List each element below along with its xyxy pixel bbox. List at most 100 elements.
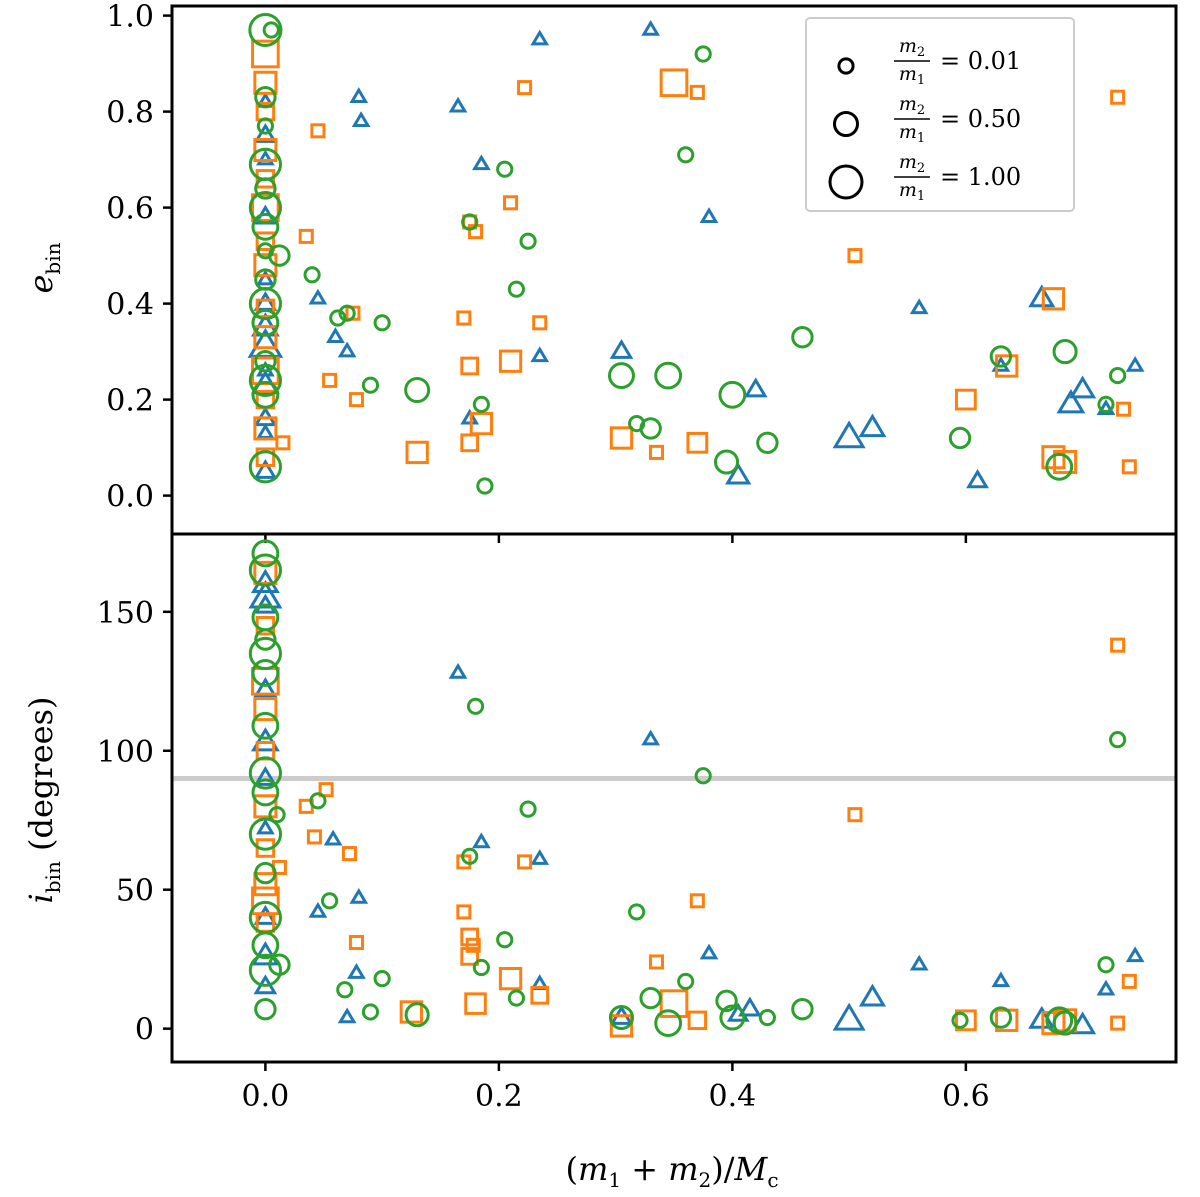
data-point-triangle-13 <box>347 963 366 979</box>
data-point-triangle-1 <box>248 579 283 609</box>
data-point-circle-31 <box>639 417 662 440</box>
series-triangle <box>248 568 1145 1035</box>
data-point-triangle-5 <box>253 765 278 786</box>
plot-area <box>172 539 1176 1038</box>
data-point-circle-3 <box>256 117 274 135</box>
series-square <box>251 39 1137 475</box>
y-axis-label-bottom: ibin (degrees) <box>22 697 65 904</box>
data-point-circle-23 <box>461 847 479 865</box>
data-point-square-38 <box>1110 1015 1126 1031</box>
y-tick-label: 0.0 <box>106 480 154 515</box>
data-point-triangle-26 <box>909 954 929 971</box>
data-point-circle-10 <box>248 287 282 321</box>
data-point-triangle-10 <box>308 901 328 918</box>
data-point-circle-12 <box>254 350 277 373</box>
data-point-circle-17 <box>303 266 321 284</box>
data-point-circle-0 <box>248 12 283 48</box>
data-point-circle-37 <box>758 1008 776 1027</box>
data-point-triangle-16 <box>472 832 491 849</box>
data-point-triangle-11 <box>256 423 275 439</box>
data-point-circle-35 <box>715 989 738 1013</box>
data-point-circle-25 <box>476 477 494 495</box>
data-point-triangle-17 <box>351 111 371 127</box>
data-point-square-41 <box>1053 449 1078 475</box>
data-point-triangle-30 <box>1096 979 1116 996</box>
data-point-triangle-17 <box>530 849 550 865</box>
data-point-circle-15 <box>248 450 282 484</box>
y-axis-label-top: ebin <box>22 242 65 293</box>
series-triangle <box>247 19 1145 489</box>
svg-text:ebin: ebin <box>22 242 65 293</box>
data-point-square-30 <box>532 315 548 331</box>
legend-value: = 0.01 <box>940 47 1021 75</box>
data-point-triangle-28 <box>832 420 866 449</box>
data-point-triangle-34 <box>1056 389 1086 414</box>
data-point-square-8 <box>255 298 276 319</box>
legend-fraction-denominator: m1 <box>899 179 925 204</box>
data-point-square-42 <box>1110 89 1126 105</box>
data-point-circle-44 <box>1109 731 1127 749</box>
data-point-circle-4 <box>248 636 282 671</box>
data-point-square-30 <box>687 1010 708 1031</box>
data-point-circle-20 <box>361 1003 380 1021</box>
legend-marker <box>833 111 859 137</box>
data-point-circle-14 <box>251 380 280 409</box>
data-point-circle-43 <box>1097 956 1115 974</box>
data-point-circle-29 <box>608 362 635 390</box>
data-point-square-3 <box>253 137 278 163</box>
data-point-circle-36 <box>718 380 747 409</box>
data-point-triangle-6 <box>256 818 275 835</box>
data-point-square-0 <box>253 560 278 585</box>
data-point-circle-39 <box>948 426 972 450</box>
data-point-square-34 <box>689 84 705 100</box>
data-point-circle-24 <box>466 697 485 715</box>
data-point-triangle-5 <box>253 290 278 311</box>
y-tick-label: 0.2 <box>106 384 154 419</box>
data-point-circle-12 <box>251 931 280 960</box>
y-tick-label: 50 <box>116 874 154 909</box>
data-point-square-18 <box>456 904 472 920</box>
data-point-triangle-14 <box>349 888 369 904</box>
data-point-circle-9 <box>248 817 282 851</box>
data-point-circle-40 <box>989 1006 1013 1029</box>
eccentricity-panel: 0.0 0.2 0.4 0.6 0.8 1.0 <box>106 0 1178 543</box>
data-point-square-0 <box>251 39 280 69</box>
data-point-triangle-23 <box>609 338 634 359</box>
data-point-circle-15 <box>268 806 286 824</box>
data-point-square-5 <box>251 193 280 222</box>
y-tick-label: 0.8 <box>106 96 154 131</box>
data-point-square-26 <box>469 411 494 436</box>
data-point-square-14 <box>341 846 357 862</box>
data-point-square-27 <box>503 195 519 211</box>
svg-text:(m1 + m2)/Mc: (m1 + m2)/Mc <box>565 1150 778 1192</box>
data-point-triangle-18 <box>448 96 468 113</box>
x-axis-label: (m1 + m2)/Mc <box>565 1150 778 1192</box>
data-point-square-31 <box>609 426 634 450</box>
data-point-square-14 <box>275 435 291 451</box>
data-point-circle-39 <box>951 1011 969 1029</box>
data-point-circle-19 <box>336 981 354 999</box>
data-point-square-24 <box>517 854 533 870</box>
data-point-circle-34 <box>694 45 712 63</box>
series-circle <box>248 539 1127 1037</box>
data-point-square-21 <box>465 937 481 953</box>
data-point-square-33 <box>659 68 689 98</box>
series-square <box>251 560 1137 1038</box>
data-point-square-39 <box>1041 287 1066 311</box>
data-point-triangle-12 <box>337 1007 357 1024</box>
data-point-triangle-15 <box>448 662 468 679</box>
data-point-circle-41 <box>1045 452 1074 481</box>
data-point-circle-6 <box>248 191 282 225</box>
data-point-circle-16 <box>268 953 291 976</box>
data-point-square-29 <box>689 893 705 909</box>
data-point-square-44 <box>1115 401 1131 417</box>
data-point-triangle-33 <box>1028 284 1056 308</box>
data-point-square-7 <box>253 872 278 897</box>
data-point-triangle-13 <box>308 288 328 305</box>
data-point-triangle-21 <box>530 29 550 46</box>
legend-fraction-denominator: m1 <box>899 121 925 146</box>
data-point-square-22 <box>460 433 480 453</box>
data-point-circle-40 <box>989 345 1013 368</box>
data-point-circle-37 <box>756 431 779 454</box>
data-point-circle-26 <box>496 160 514 178</box>
